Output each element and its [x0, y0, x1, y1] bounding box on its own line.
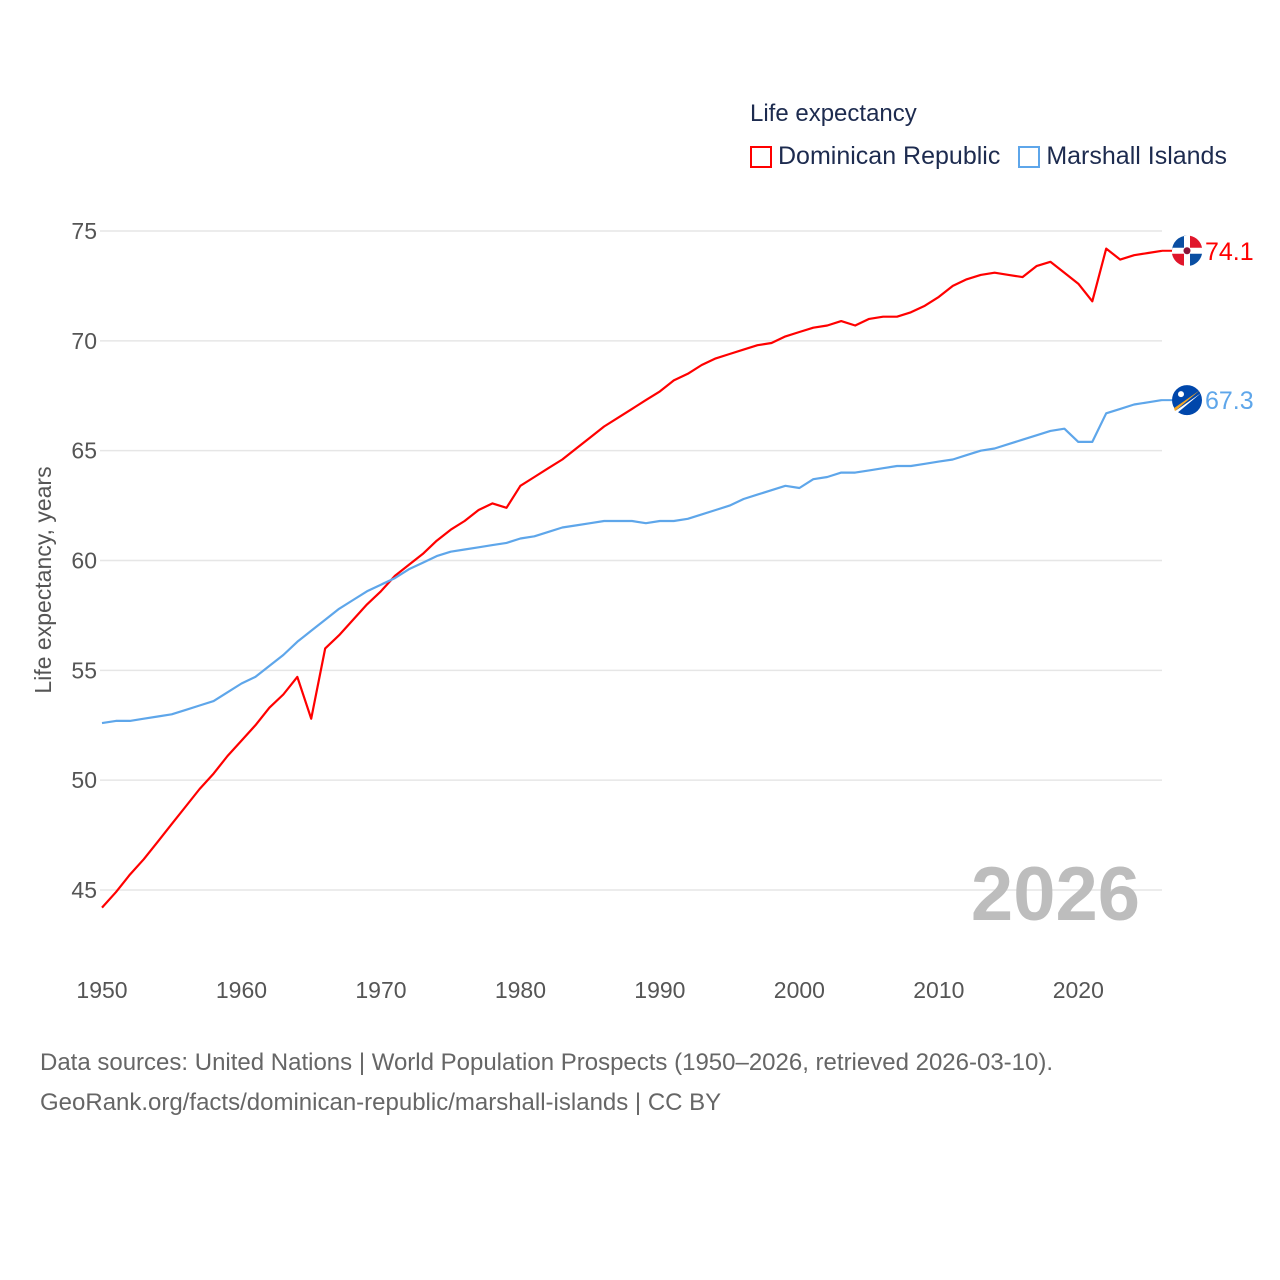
x-tick-label: 1990 [634, 977, 685, 1003]
y-tick-label: 70 [71, 328, 97, 354]
source-line: Data sources: United Nations | World Pop… [40, 1049, 1054, 1076]
x-tick-label: 1960 [216, 977, 267, 1003]
flag-quarter [1172, 253, 1184, 266]
dominican-republic-flag-icon [1172, 235, 1202, 266]
flag-stripe [1174, 390, 1200, 412]
y-tick-label: 75 [71, 218, 97, 244]
source-url[interactable]: GeoRank.org/facts/dominican-republic/mar… [40, 1089, 722, 1116]
flag-star [1178, 391, 1184, 398]
legend: Dominican Republic Marshall Islands [750, 142, 1227, 171]
legend-item-marshall-islands[interactable]: Marshall Islands [1018, 142, 1227, 171]
x-tick-label: 1980 [495, 977, 546, 1003]
y-axis-label: Life expectancy, years [30, 466, 56, 693]
legend-label: Dominican Republic [778, 142, 1001, 170]
y-tick-label: 60 [71, 548, 97, 574]
legend-title: Life expectancy [750, 100, 917, 127]
end-value-label: 74.1 [1205, 238, 1254, 266]
flag-quarter [1190, 235, 1202, 248]
legend-label: Marshall Islands [1046, 142, 1227, 170]
flag-emblem [1183, 247, 1191, 255]
y-tick-label: 65 [71, 438, 97, 464]
legend-swatch [750, 145, 772, 168]
legend-item-dominican-republic[interactable]: Dominican Republic [750, 142, 1000, 171]
flag-quarter [1190, 253, 1202, 266]
x-tick-label: 1970 [355, 977, 406, 1003]
series-line-dominican-republic [101, 247, 1163, 909]
flag-quarter [1172, 235, 1187, 251]
marshall-islands-flag-icon [1172, 385, 1202, 416]
y-tick-label: 45 [71, 877, 97, 903]
flag-stripe [1175, 393, 1201, 414]
x-tick-label: 1950 [76, 977, 127, 1003]
y-tick-label: 50 [71, 767, 97, 793]
x-tick-label: 2020 [1053, 977, 1104, 1003]
y-tick-label: 55 [71, 657, 97, 683]
series-line-marshall-islands [101, 399, 1163, 725]
x-tick-label: 2010 [913, 977, 964, 1003]
end-value-label: 67.3 [1205, 387, 1254, 415]
legend-swatch [1018, 145, 1041, 168]
x-tick-label: 2000 [774, 977, 825, 1003]
current-year-label: 2026 [971, 852, 1140, 937]
source-note: Data sources: United Nations | World Pop… [40, 1043, 1053, 1123]
